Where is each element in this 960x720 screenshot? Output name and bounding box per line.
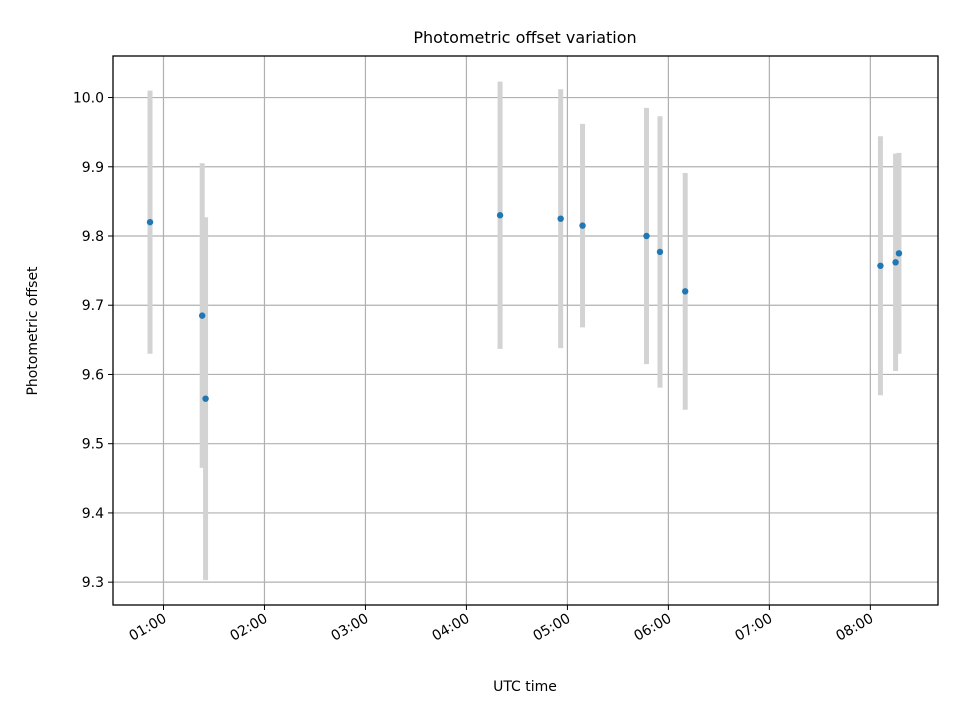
- data-point: [892, 259, 899, 266]
- y-tick-label: 9.9: [82, 160, 104, 176]
- x-tick-label: 01:00: [127, 611, 170, 645]
- grid: [113, 56, 938, 605]
- x-tick-label: 03:00: [328, 611, 371, 645]
- data-point: [895, 250, 903, 257]
- x-tick-label: 07:00: [732, 611, 775, 645]
- x-tick-label: 02:00: [228, 611, 271, 645]
- x-axis-ticks: 01:00 02:00 03:00 04:00 05:00 06:00 07:00 08:00: [127, 605, 876, 645]
- y-axis-ticks: 9.3 9.4 9.5 9.6 9.7 9.8 9.9 10.0: [73, 91, 113, 591]
- x-axis-label: UTC time: [493, 679, 557, 695]
- data-point: [643, 232, 650, 240]
- x-tick-label: 04:00: [429, 611, 472, 645]
- x-tick-label: 08:00: [833, 611, 876, 645]
- data-point: [579, 222, 586, 229]
- plot-frame: [112, 55, 939, 606]
- y-tick-label: 9.3: [82, 575, 104, 591]
- data-point: [198, 312, 206, 319]
- x-tick-label: 05:00: [530, 611, 573, 645]
- x-tick-label: 06:00: [631, 611, 674, 645]
- data-point: [682, 288, 689, 295]
- y-axis-label: Photometric offset: [25, 266, 41, 396]
- y-tick-label: 10.0: [73, 91, 104, 107]
- y-tick-label: 9.8: [82, 229, 104, 245]
- data-points: [146, 212, 903, 402]
- chart-title: Photometric offset variation: [413, 28, 636, 47]
- y-tick-label: 9.5: [82, 437, 104, 453]
- y-tick-label: 9.4: [82, 506, 104, 522]
- data-point: [496, 212, 504, 219]
- error-bars: [147, 81, 902, 581]
- data-point: [656, 248, 664, 256]
- data-point: [146, 218, 154, 226]
- data-point: [877, 262, 884, 269]
- data-point: [202, 395, 209, 402]
- data-point: [557, 215, 564, 222]
- y-tick-label: 9.6: [82, 367, 104, 383]
- y-tick-label: 9.7: [82, 298, 104, 314]
